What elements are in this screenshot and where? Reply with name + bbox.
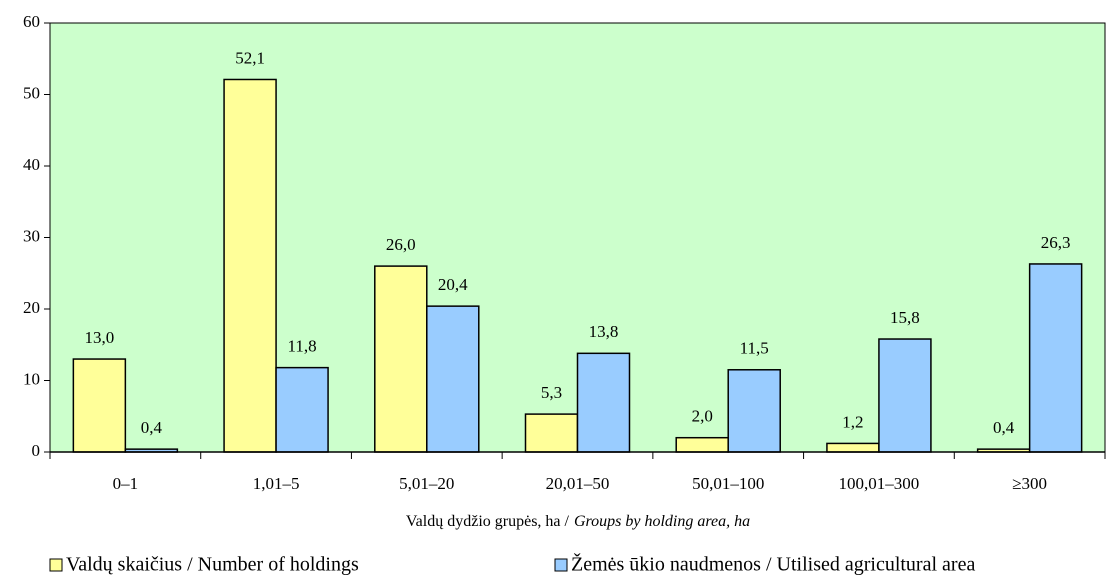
x-tick-label: ≥300 — [1012, 474, 1047, 493]
x-tick-label: 100,01–300 — [839, 474, 920, 493]
y-tick-label: 40 — [23, 155, 40, 174]
value-label: 15,8 — [890, 308, 920, 327]
bar — [878, 338, 932, 453]
x-tick-label: 1,01–5 — [253, 474, 300, 493]
y-tick-label: 50 — [23, 83, 40, 102]
x-axis-label: Valdų dydžio grupės, ha / Groups by holdi… — [406, 513, 750, 530]
legend-swatch — [554, 558, 568, 572]
value-label: 1,2 — [842, 412, 863, 431]
value-label: 11,5 — [740, 339, 769, 358]
bar — [426, 305, 480, 453]
value-label: 52,1 — [235, 48, 265, 67]
x-tick-label: 5,01–20 — [399, 474, 454, 493]
x-tick-label: 20,01–50 — [546, 474, 610, 493]
bar — [374, 265, 428, 453]
y-tick-label: 60 — [23, 12, 40, 31]
y-tick-label: 0 — [32, 441, 41, 460]
value-label: 2,0 — [692, 407, 713, 426]
value-label: 0,4 — [993, 418, 1015, 437]
value-label: 13,8 — [589, 322, 619, 341]
bar — [72, 358, 127, 453]
value-label: 20,4 — [438, 275, 468, 294]
legend-label: Žemės ūkio naudmenos / Utilised agricult… — [571, 553, 975, 576]
y-tick-label: 30 — [23, 226, 40, 245]
x-axis-label-lt: Valdų dydžio grupės, ha / — [406, 513, 570, 530]
bar — [675, 436, 729, 453]
bar — [576, 352, 631, 453]
x-tick-label: 50,01–100 — [692, 474, 764, 493]
y-tick-label: 10 — [23, 369, 40, 388]
bar — [524, 413, 579, 453]
value-label: 5,3 — [541, 383, 562, 402]
y-tick-label: 20 — [23, 298, 40, 317]
legend-label: Valdų skaičius / Number of holdings — [66, 554, 359, 576]
bar — [826, 442, 880, 453]
value-label: 26,3 — [1041, 233, 1071, 252]
bar — [223, 78, 277, 453]
bar — [727, 369, 781, 453]
x-tick-label: 0–1 — [113, 474, 139, 493]
legend-swatch — [49, 558, 63, 572]
value-label: 13,0 — [84, 328, 114, 347]
bar — [275, 366, 329, 453]
x-axis-label-en: Groups by holding area, ha — [574, 513, 750, 530]
value-label: 0,4 — [141, 418, 163, 437]
bar — [1028, 263, 1083, 453]
value-label: 26,0 — [386, 235, 416, 254]
value-label: 11,8 — [288, 337, 317, 356]
